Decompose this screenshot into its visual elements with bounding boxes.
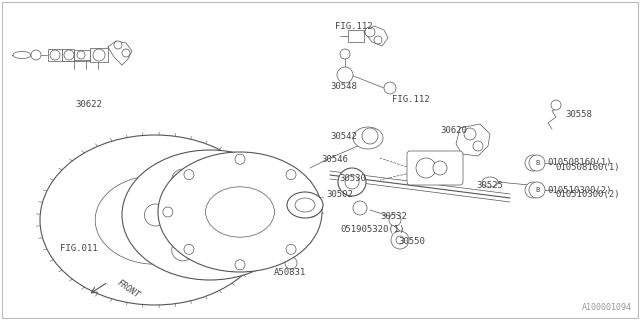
Bar	[348, 30, 364, 42]
Ellipse shape	[482, 177, 498, 187]
Circle shape	[286, 170, 296, 180]
Circle shape	[433, 161, 447, 175]
Ellipse shape	[122, 150, 298, 280]
Text: 010508160(1): 010508160(1)	[555, 163, 620, 172]
Ellipse shape	[95, 176, 215, 264]
Circle shape	[286, 244, 296, 254]
Circle shape	[525, 155, 541, 171]
Text: 30532: 30532	[380, 212, 407, 221]
Circle shape	[163, 207, 173, 217]
Bar	[62, 49, 74, 61]
Ellipse shape	[13, 52, 31, 59]
Circle shape	[345, 175, 359, 189]
Text: 010510300(2): 010510300(2)	[555, 190, 620, 199]
Circle shape	[227, 169, 248, 191]
Circle shape	[396, 236, 404, 244]
Circle shape	[93, 49, 105, 61]
Text: 30550: 30550	[398, 237, 425, 246]
Text: 051905320(1): 051905320(1)	[340, 225, 404, 234]
Circle shape	[235, 260, 245, 270]
Text: 30100: 30100	[219, 188, 246, 197]
Circle shape	[389, 214, 401, 226]
Text: FIG.011: FIG.011	[60, 244, 98, 253]
Circle shape	[77, 51, 85, 59]
Circle shape	[307, 207, 317, 217]
Text: 010508160(1): 010508160(1)	[547, 158, 611, 167]
Circle shape	[353, 201, 367, 215]
Ellipse shape	[40, 135, 270, 305]
Ellipse shape	[205, 187, 275, 237]
Text: B: B	[535, 187, 539, 193]
Text: 30210: 30210	[258, 174, 285, 183]
Text: 30525: 30525	[476, 181, 503, 190]
Bar	[48, 49, 62, 61]
Text: 30546: 30546	[321, 155, 348, 164]
Circle shape	[525, 182, 541, 198]
Text: FIG.112: FIG.112	[335, 22, 372, 31]
Text: FRONT: FRONT	[115, 278, 141, 300]
Circle shape	[184, 244, 194, 254]
Circle shape	[338, 168, 366, 196]
Circle shape	[384, 82, 396, 94]
Ellipse shape	[353, 127, 383, 149]
Circle shape	[122, 49, 130, 57]
Polygon shape	[108, 41, 132, 65]
Circle shape	[227, 239, 248, 261]
Circle shape	[473, 141, 483, 151]
Ellipse shape	[295, 198, 315, 212]
Ellipse shape	[186, 197, 235, 233]
Text: FIG.112: FIG.112	[392, 95, 429, 104]
Bar	[74, 50, 90, 60]
Text: 30542: 30542	[330, 132, 357, 141]
Text: 30530: 30530	[339, 174, 366, 183]
Polygon shape	[364, 26, 388, 46]
Circle shape	[145, 204, 166, 226]
Text: 30502: 30502	[326, 190, 353, 199]
Circle shape	[235, 154, 245, 164]
Circle shape	[362, 128, 378, 144]
Circle shape	[464, 128, 476, 140]
Text: 30620: 30620	[440, 126, 467, 135]
Bar	[90, 48, 108, 62]
Circle shape	[551, 100, 561, 110]
Ellipse shape	[158, 152, 322, 272]
Circle shape	[374, 36, 382, 44]
Circle shape	[529, 182, 545, 198]
Circle shape	[365, 27, 375, 37]
Circle shape	[172, 169, 194, 191]
Circle shape	[337, 67, 353, 83]
Text: 30622: 30622	[75, 100, 102, 109]
Circle shape	[285, 257, 297, 269]
Circle shape	[340, 49, 350, 59]
Text: 30548: 30548	[330, 82, 357, 91]
Circle shape	[184, 170, 194, 180]
Circle shape	[114, 41, 122, 49]
Text: 010510300(2): 010510300(2)	[547, 186, 611, 195]
Circle shape	[31, 50, 41, 60]
Circle shape	[50, 50, 60, 60]
Text: A100001094: A100001094	[582, 303, 632, 312]
Circle shape	[391, 231, 409, 249]
Ellipse shape	[130, 201, 180, 239]
Circle shape	[253, 204, 276, 226]
FancyBboxPatch shape	[407, 151, 463, 185]
Polygon shape	[456, 124, 490, 156]
Ellipse shape	[287, 192, 323, 218]
Circle shape	[172, 239, 194, 261]
Text: 30558: 30558	[565, 110, 592, 119]
Text: B: B	[535, 160, 539, 166]
Circle shape	[416, 158, 436, 178]
Circle shape	[529, 155, 545, 171]
Text: A50831: A50831	[274, 268, 307, 277]
Circle shape	[64, 50, 74, 60]
